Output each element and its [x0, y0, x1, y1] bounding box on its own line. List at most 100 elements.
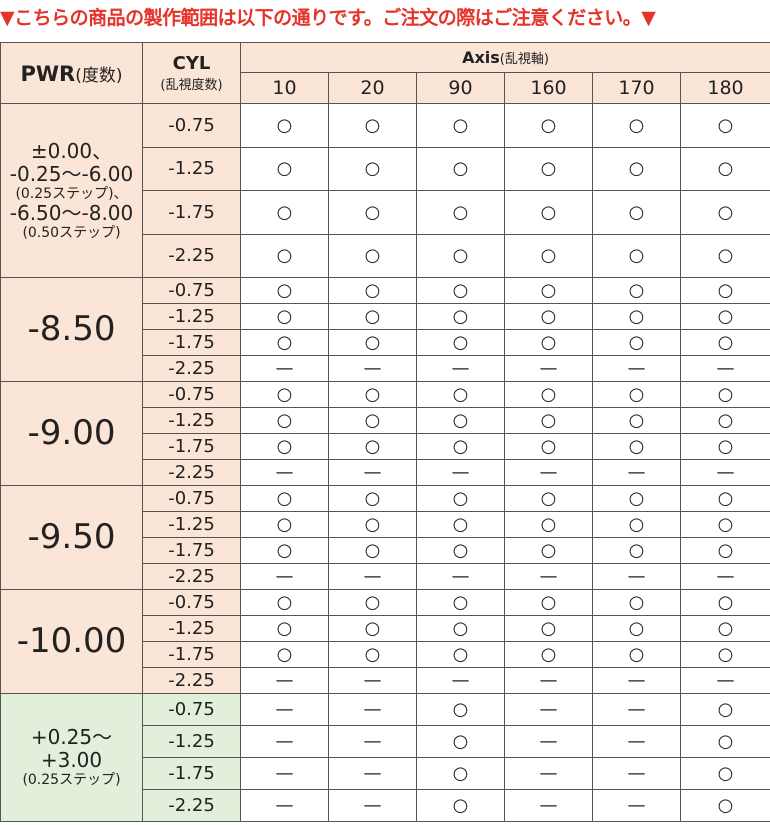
pwr-line: ±0.00、	[30, 138, 113, 163]
cyl-cell: -0.75	[142, 381, 241, 408]
availability-cell: —	[240, 693, 329, 726]
availability-cell: ○	[328, 233, 417, 278]
availability-cell: ○	[679, 233, 770, 278]
availability-cell: —	[328, 563, 417, 590]
availability-cell: ○	[504, 146, 593, 191]
cyl-cell: -1.25	[142, 407, 241, 434]
pwr-cell: ±0.00、 -0.25～-6.00 (0.25ステップ)、 -6.50～-8.00(…	[0, 103, 143, 278]
axis-value: 180	[679, 72, 770, 104]
pwr-group: -10.00 -0.75 ○ ○ ○ ○ ○ ○ -1.25 ○ ○ ○ ○ ○ ○ -1.75 ○ ○ ○ ○ ○ ○ -…	[0, 589, 770, 694]
availability-cell: ○	[240, 589, 329, 616]
availability-cell: —	[328, 789, 417, 822]
pwr-line: +0.25～	[30, 725, 113, 750]
availability-cell: ○	[504, 537, 593, 564]
table-row: -1.25— — ○ — — ○	[1, 725, 770, 758]
availability-cell: ○	[328, 103, 417, 148]
pwr-line: (0.50ステップ)	[22, 225, 121, 241]
pwr-cell: -9.50	[0, 485, 143, 590]
pwr-header: PWR(度数)	[0, 42, 143, 104]
availability-cell: —	[416, 563, 505, 590]
availability-cell: ○	[679, 615, 770, 642]
table-row: -1.25 ○ ○ ○ ○ ○ ○	[1, 615, 770, 642]
availability-cell: ○	[504, 407, 593, 434]
availability-cell: —	[504, 789, 593, 822]
cyl-cell: -2.25	[142, 667, 241, 694]
cyl-cell: -1.25	[142, 725, 241, 758]
availability-cell: ○	[504, 615, 593, 642]
table-row: ±0.00、 -0.25～-6.00 (0.25ステップ)、 -6.50～-8.00(…	[0, 103, 770, 278]
table-row: -1.75 ○ ○ ○ ○ ○ ○	[1, 190, 770, 235]
availability-cell: ○	[592, 103, 681, 148]
cyl-cell: -2.25	[142, 233, 241, 278]
cyl-cell: -0.75	[142, 277, 241, 304]
availability-cell: ○	[504, 433, 593, 460]
availability-cell: ○	[592, 485, 681, 512]
availability-cell: ○	[679, 485, 770, 512]
availability-cell: ○	[504, 329, 593, 356]
cyl-cell: -0.75	[142, 589, 241, 616]
pwr-line: (0.25ステップ)、	[15, 185, 128, 202]
availability-cell: ○	[240, 303, 329, 330]
availability-cell: ○	[328, 277, 417, 304]
pwr-group: +0.25～ +3.00 (0.25ステップ) -0.75— — ○ — — ○ -1.25— — ○…	[0, 693, 770, 822]
availability-cell: ○	[679, 589, 770, 616]
table-row: -2.25— — — — — —	[1, 667, 770, 694]
pwr-cell: +0.25～ +3.00 (0.25ステップ)	[0, 693, 143, 822]
availability-cell: ○	[679, 757, 770, 790]
availability-cell: ○	[504, 589, 593, 616]
axis-value: 20	[328, 72, 417, 104]
availability-cell: —	[592, 667, 681, 694]
availability-cell: —	[328, 459, 417, 486]
availability-cell: —	[504, 725, 593, 758]
availability-cell: —	[240, 459, 329, 486]
availability-cell: —	[592, 725, 681, 758]
availability-cell: ○	[679, 789, 770, 822]
availability-cell: ○	[679, 103, 770, 148]
pwr-cell: -8.50	[0, 277, 143, 382]
table-row: -1.75 ○ ○ ○ ○ ○ ○	[1, 641, 770, 668]
pwr-line: -8.50	[27, 308, 116, 349]
availability-cell: ○	[592, 381, 681, 408]
pwr-line: (0.25ステップ)	[22, 772, 121, 789]
availability-cell: ○	[328, 329, 417, 356]
table-row: -1.75 ○ ○ ○ ○ ○ ○	[1, 433, 770, 460]
availability-cell: ○	[240, 485, 329, 512]
availability-cell: ○	[416, 433, 505, 460]
availability-cell: —	[240, 667, 329, 694]
availability-cell: ○	[240, 641, 329, 668]
availability-cell: ○	[240, 190, 329, 235]
cyl-cell: -1.25	[142, 146, 241, 191]
cyl-cell: -1.25	[142, 615, 241, 642]
availability-cell: ○	[328, 190, 417, 235]
availability-cell: —	[679, 459, 770, 486]
availability-cell: ○	[679, 407, 770, 434]
availability-cell: ○	[416, 615, 505, 642]
availability-cell: ○	[416, 303, 505, 330]
pwr-group: -9.00 -0.75 ○ ○ ○ ○ ○ ○ -1.25 ○ ○ ○ ○ ○ ○ -1.75 ○ ○ ○ ○ ○ ○ -2…	[0, 381, 770, 486]
table-row: -1.25 ○ ○ ○ ○ ○ ○	[1, 407, 770, 434]
availability-cell: ○	[592, 277, 681, 304]
cyl-cell: -0.75	[142, 693, 241, 726]
cyl-cell: -2.25	[142, 459, 241, 486]
availability-cell: —	[416, 355, 505, 382]
availability-cell: —	[592, 459, 681, 486]
notice: ▼こちらの商品の製作範囲は以下の通りです。ご注文の際はご注意ください。▼	[0, 7, 656, 29]
axis-value: 170	[592, 72, 681, 104]
availability-cell: ○	[592, 537, 681, 564]
availability-cell: —	[504, 459, 593, 486]
availability-cell: —	[416, 667, 505, 694]
table-row: -1.75— — ○ — — ○	[1, 757, 770, 790]
availability-cell: ○	[592, 433, 681, 460]
availability-cell: ○	[328, 407, 417, 434]
cyl-cell: -1.75	[142, 641, 241, 668]
table-row: -2.25— — — — — —	[1, 563, 770, 590]
availability-cell: ○	[504, 641, 593, 668]
availability-cell: ○	[240, 103, 329, 148]
table-row: -2.25— — — — — —	[1, 459, 770, 486]
availability-cell: ○	[592, 407, 681, 434]
availability-cell: ○	[240, 511, 329, 538]
availability-cell: —	[592, 563, 681, 590]
cyl-cell: -1.75	[142, 537, 241, 564]
table-row: -1.25 ○ ○ ○ ○ ○ ○	[1, 511, 770, 538]
availability-cell: —	[504, 757, 593, 790]
